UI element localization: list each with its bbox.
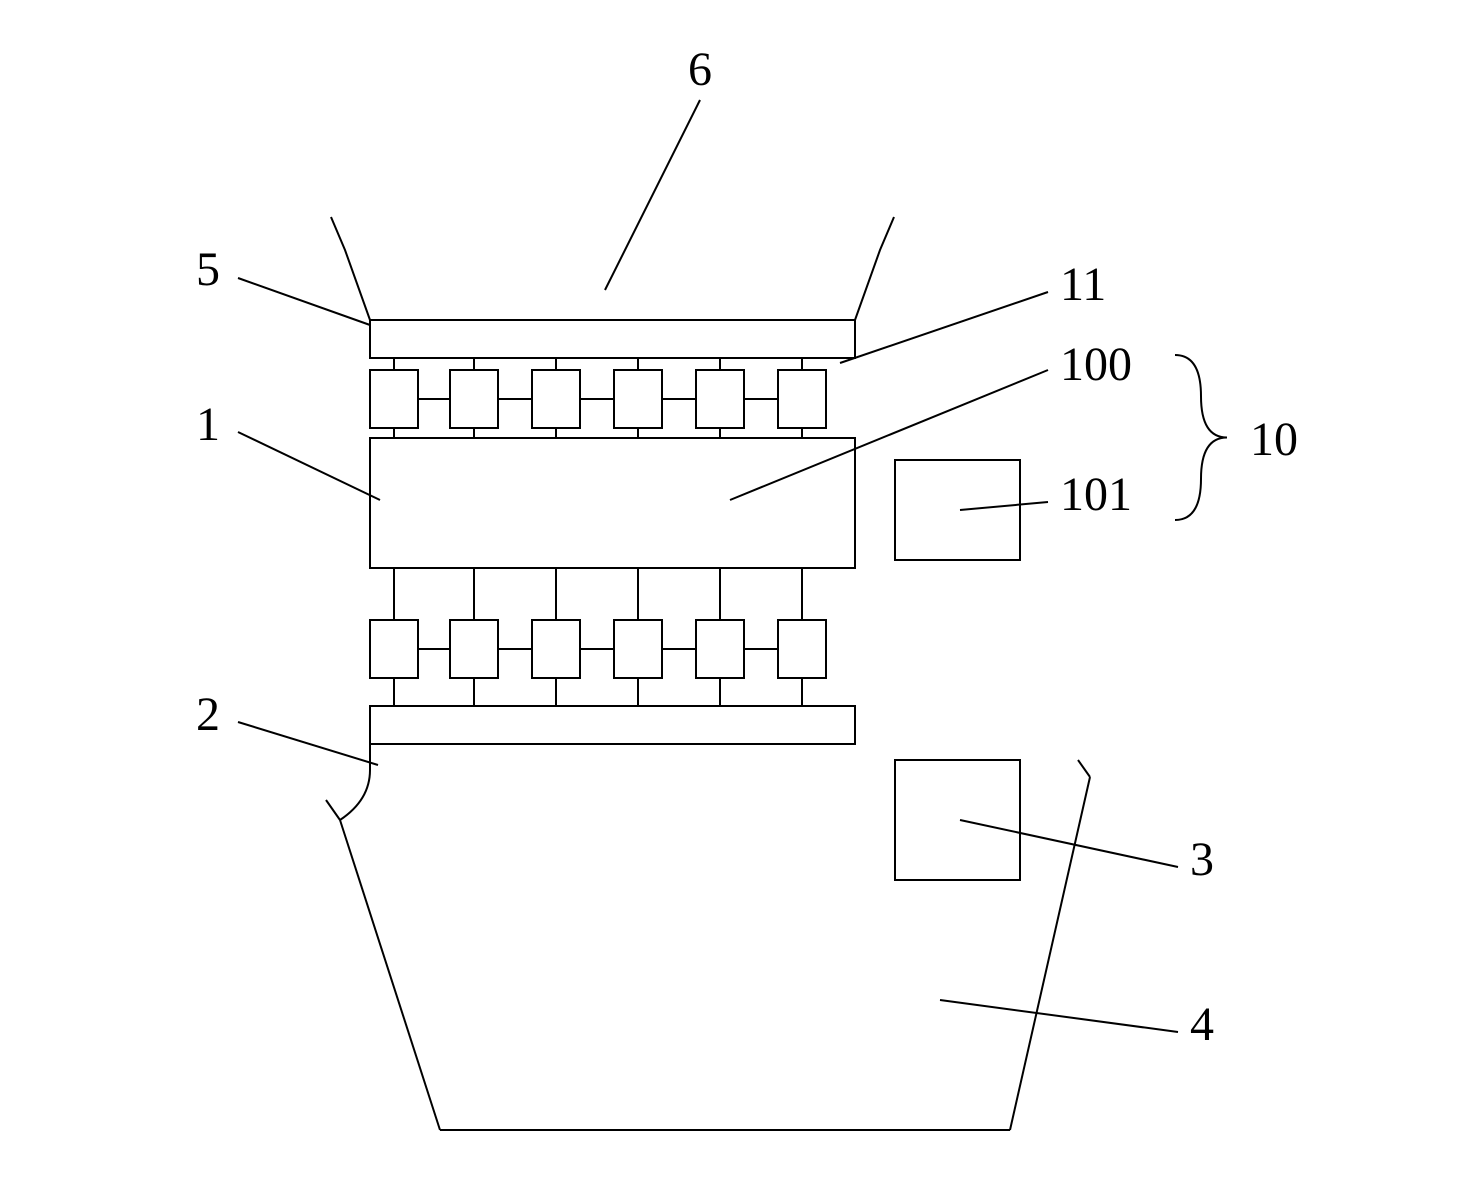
bucket-lip-left bbox=[326, 800, 340, 820]
box-101 bbox=[895, 460, 1020, 560]
leader-1 bbox=[238, 432, 380, 500]
top-funnel-right bbox=[855, 217, 894, 320]
leader-101 bbox=[960, 502, 1048, 510]
label-101: 101 bbox=[1060, 468, 1132, 521]
bucket-lip-right bbox=[1078, 760, 1090, 777]
leader-2 bbox=[238, 722, 378, 765]
leader-11 bbox=[840, 292, 1048, 363]
label-5: 5 bbox=[196, 243, 220, 296]
bucket-left-wall bbox=[340, 820, 440, 1130]
label-11: 11 bbox=[1060, 258, 1106, 311]
box-3 bbox=[895, 760, 1020, 880]
row-bot-cell-4 bbox=[696, 620, 744, 678]
label-4: 4 bbox=[1190, 998, 1214, 1051]
top-funnel-left bbox=[331, 217, 370, 320]
row-top-cell-2 bbox=[532, 370, 580, 428]
label-2: 2 bbox=[196, 688, 220, 741]
row-bot-cell-1 bbox=[450, 620, 498, 678]
label-1: 1 bbox=[196, 398, 220, 451]
row-top-cell-4 bbox=[696, 370, 744, 428]
label-3: 3 bbox=[1190, 833, 1214, 886]
label-10: 10 bbox=[1250, 413, 1298, 466]
leader-3 bbox=[960, 820, 1178, 867]
row-bot-cell-0 bbox=[370, 620, 418, 678]
row-top-cell-5 bbox=[778, 370, 826, 428]
label-6: 6 bbox=[688, 43, 712, 96]
row-bot-cell-5 bbox=[778, 620, 826, 678]
label-100: 100 bbox=[1060, 338, 1132, 391]
row-top-cell-0 bbox=[370, 370, 418, 428]
leader-6 bbox=[605, 100, 700, 290]
mid-block bbox=[370, 438, 855, 568]
leader-5 bbox=[238, 278, 370, 325]
top-plate bbox=[370, 320, 855, 358]
row-top-cell-1 bbox=[450, 370, 498, 428]
bucket-right-wall bbox=[1010, 777, 1090, 1130]
brace-10 bbox=[1175, 355, 1227, 520]
leader-4 bbox=[940, 1000, 1178, 1032]
bottom-plate bbox=[370, 706, 855, 744]
row-bot-cell-2 bbox=[532, 620, 580, 678]
row-bot-cell-3 bbox=[614, 620, 662, 678]
row-top-cell-3 bbox=[614, 370, 662, 428]
